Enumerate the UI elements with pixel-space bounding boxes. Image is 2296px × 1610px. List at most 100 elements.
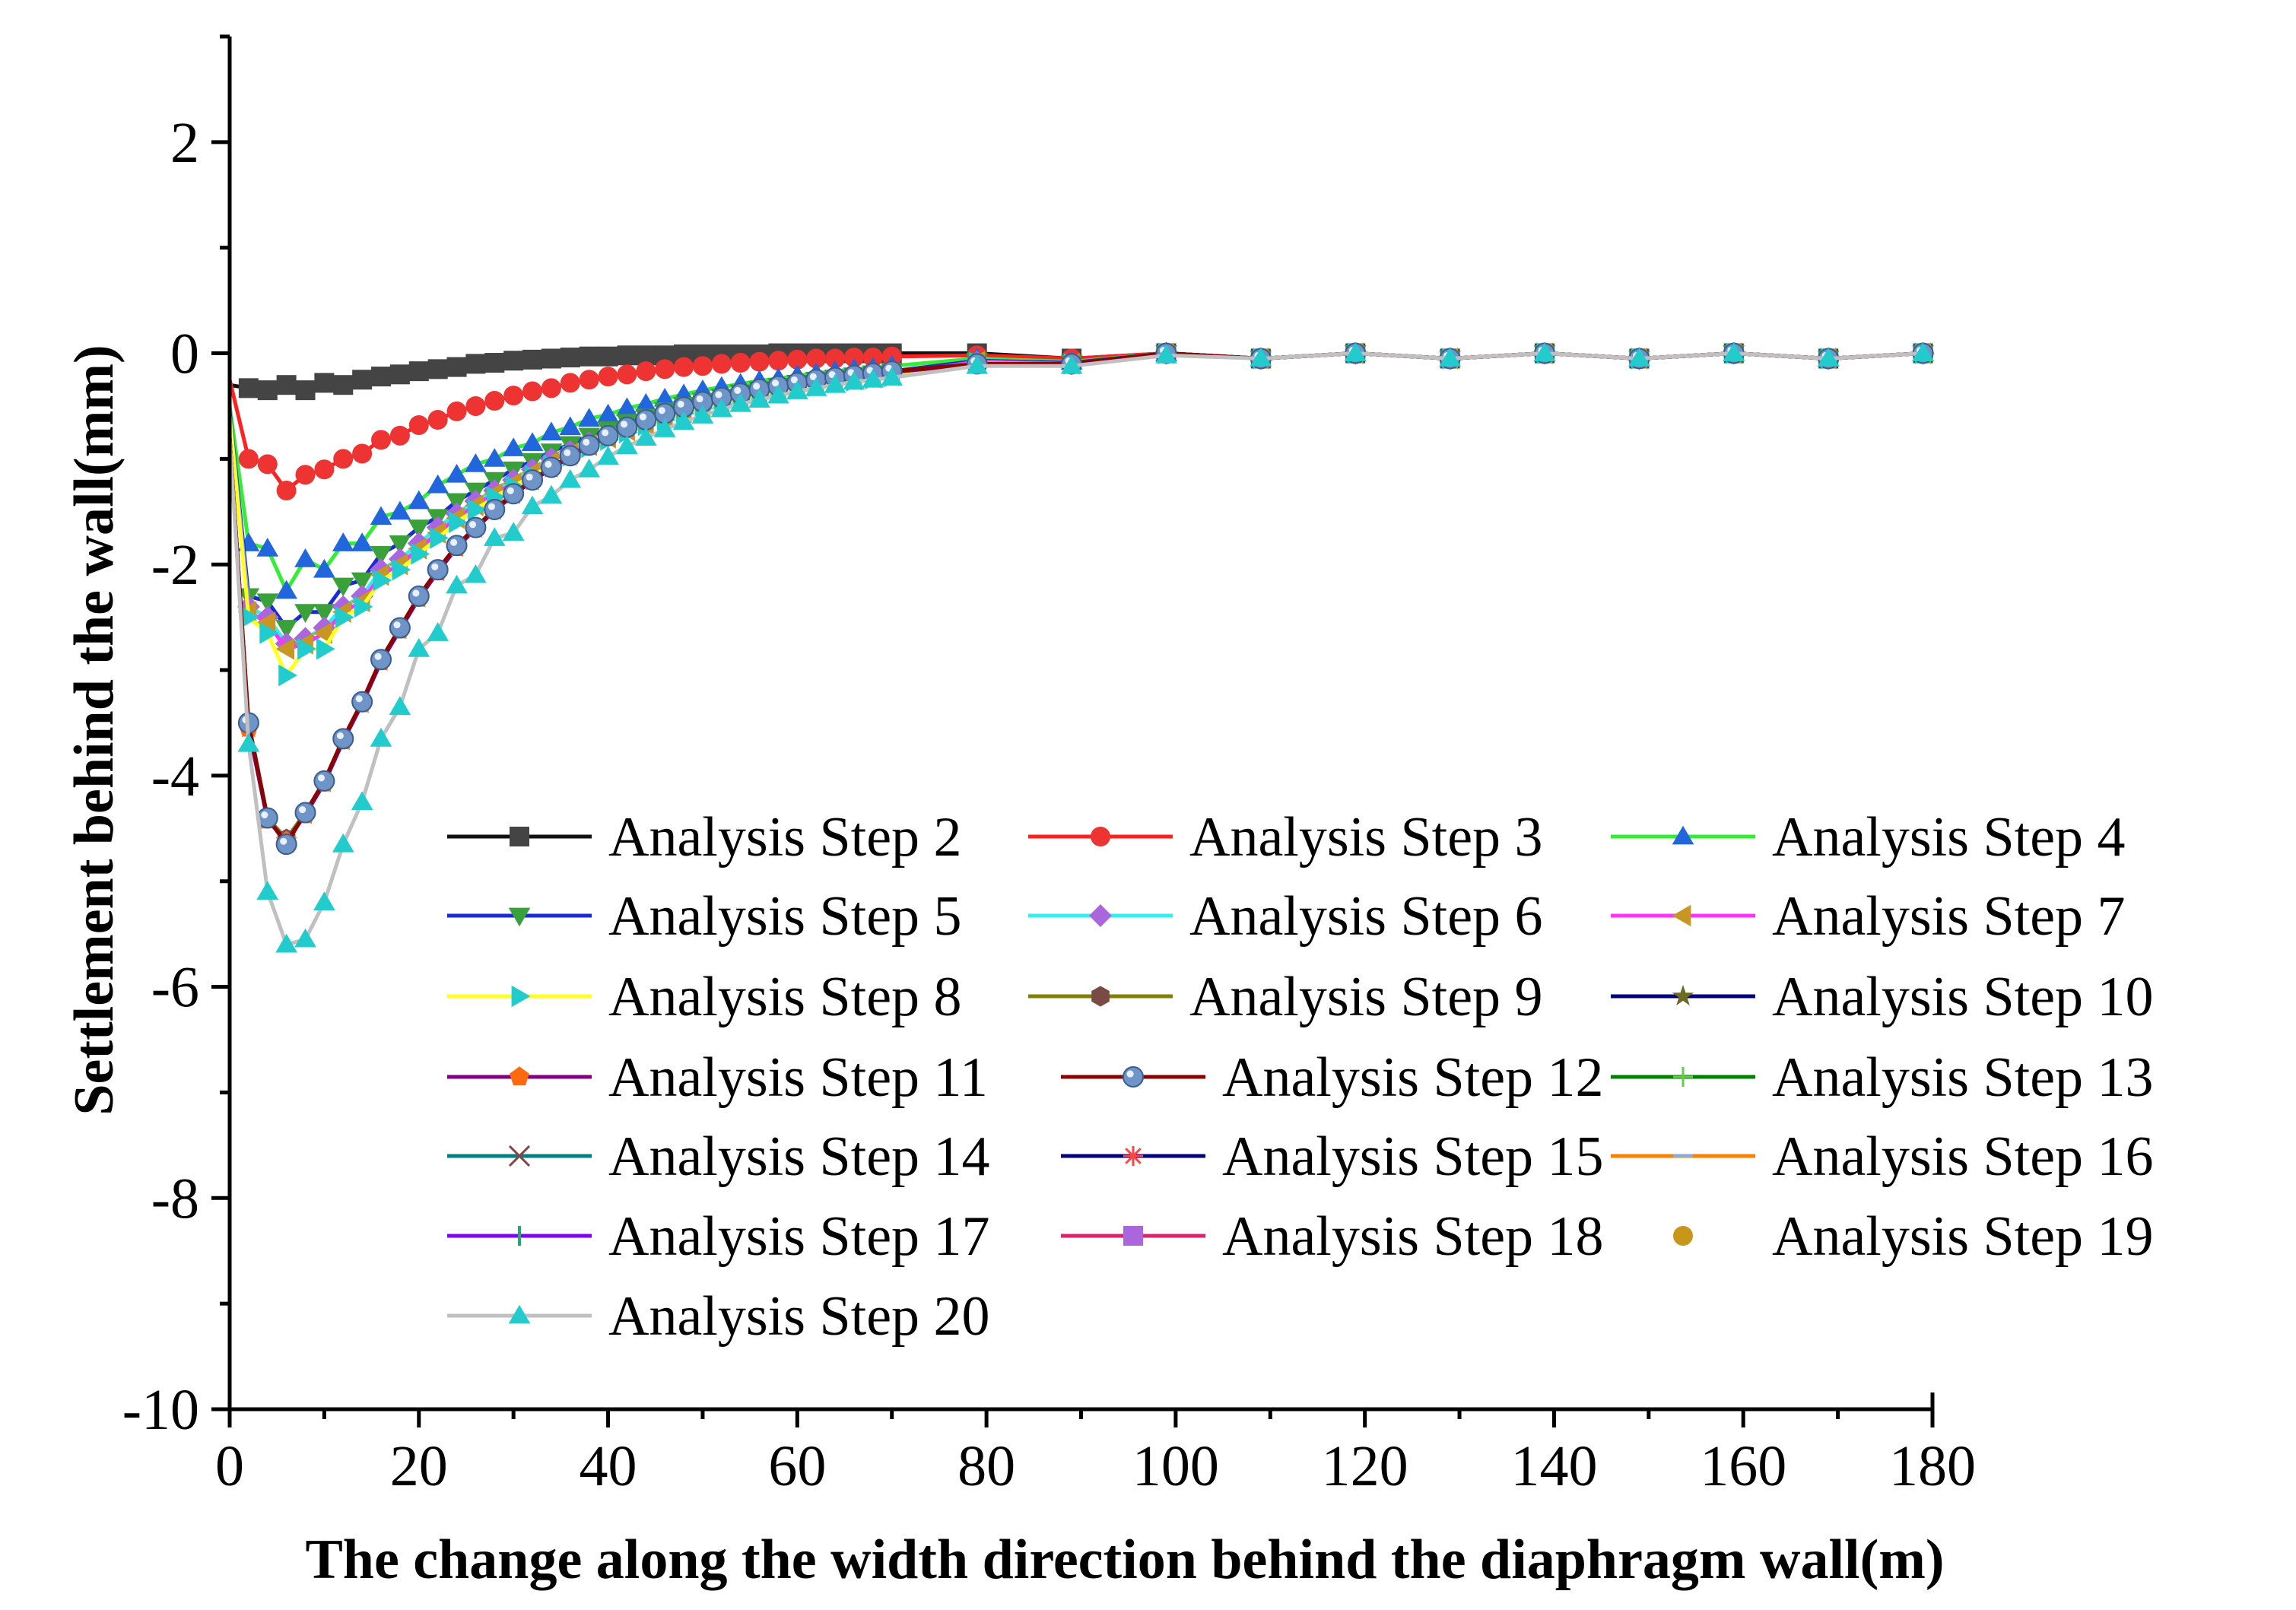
y-tick-label: 0 (170, 322, 199, 386)
legend-item: Analysis Step 10 (1611, 966, 2154, 1028)
data-point-highlight (487, 503, 495, 510)
data-point (1439, 348, 1461, 367)
legend-label: Analysis Step 18 (1222, 1205, 1604, 1268)
data-point (579, 346, 599, 367)
data-point (370, 545, 392, 565)
legend-item: Analysis Step 12 (1061, 1046, 1604, 1109)
legend-label: Analysis Step 16 (1772, 1126, 2154, 1188)
data-point (503, 351, 524, 371)
data-point (411, 543, 430, 565)
data-point (256, 538, 279, 557)
data-point (408, 585, 430, 607)
data-point (843, 348, 864, 368)
legend-marker (1673, 1226, 1693, 1246)
data-point (276, 375, 297, 395)
x-tick-label: 180 (1889, 1434, 1976, 1498)
data-point (881, 367, 903, 386)
data-point-highlight (734, 386, 742, 394)
data-point-highlight (772, 379, 780, 387)
data-point (786, 380, 808, 399)
x-tick-label: 20 (390, 1434, 448, 1498)
x-tick-label: 160 (1700, 1434, 1786, 1498)
series-line (227, 351, 1923, 843)
data-point (370, 728, 392, 747)
data-point (598, 367, 618, 387)
data-point (332, 833, 354, 853)
data-point (371, 430, 392, 450)
legend-item: Analysis Step 17 (447, 1205, 990, 1268)
data-point (352, 443, 373, 464)
data-point (392, 558, 411, 581)
legend-label: Analysis Step 6 (1189, 885, 1543, 948)
y-tick-label: -8 (151, 1167, 199, 1231)
legend-label: Analysis Step 14 (608, 1126, 990, 1188)
data-point (655, 359, 675, 379)
legend-item: Analysis Step 15 (1061, 1126, 1604, 1188)
data-point-highlight (299, 806, 306, 814)
data-point (351, 572, 373, 592)
data-point (257, 380, 278, 401)
data-point (1723, 342, 1745, 361)
legend-label: Analysis Step 17 (608, 1205, 990, 1268)
legend-item: Analysis Step 5 (447, 885, 962, 948)
data-point (408, 361, 429, 382)
data-point (238, 449, 259, 469)
data-point-highlight (658, 407, 665, 414)
legend-item: Analysis Step 14 (447, 1126, 990, 1188)
data-point (333, 449, 354, 469)
data-point (692, 356, 713, 376)
data-point (1533, 342, 1556, 361)
x-tick-label: 140 (1510, 1434, 1597, 1498)
data-point (275, 620, 297, 639)
data-point (862, 368, 884, 388)
legend-marker (510, 827, 529, 846)
legend-item: Analysis Step 6 (1028, 885, 1543, 948)
legend-label: Analysis Step 7 (1772, 885, 2126, 948)
data-point (446, 401, 467, 421)
legend-label: Analysis Step 2 (608, 806, 962, 869)
series-line (227, 351, 1923, 844)
data-point (389, 425, 410, 446)
data-point (597, 424, 619, 446)
data-point (389, 535, 411, 554)
y-axis-title: Settlement behind the wall(mm) (63, 345, 125, 1115)
data-point (540, 421, 563, 441)
data-point (522, 381, 543, 402)
data-point (768, 351, 789, 371)
legend-item: Analysis Step 13 (1611, 1046, 2154, 1109)
data-point-highlight (507, 487, 514, 494)
data-point (674, 357, 694, 377)
data-point-highlight (317, 774, 326, 782)
data-point (616, 397, 638, 417)
data-point (484, 499, 506, 521)
y-tick-label: -6 (151, 956, 199, 1020)
data-point (389, 617, 411, 639)
data-point (275, 834, 297, 856)
data-point (748, 389, 770, 408)
data-point (691, 405, 714, 424)
series-20 (227, 342, 1934, 953)
data-point (522, 349, 543, 370)
data-point (465, 564, 487, 583)
data-point (672, 411, 695, 430)
legend-item: Analysis Step 7 (1611, 885, 2126, 948)
legend-marker (1673, 1067, 1693, 1087)
data-point (503, 483, 525, 505)
x-tick-label: 0 (215, 1434, 244, 1498)
data-point (237, 732, 260, 752)
legend-marker (511, 985, 531, 1008)
data-point (483, 448, 506, 467)
data-point (541, 378, 561, 399)
data-point (635, 409, 657, 431)
data-point (560, 348, 580, 368)
series-4 (227, 342, 1934, 599)
data-point (522, 469, 544, 491)
data-point-highlight (620, 421, 628, 428)
legend-marker-highlight (1126, 1070, 1134, 1078)
data-point (749, 351, 770, 372)
data-point (1250, 348, 1272, 367)
legend-label: Analysis Step 3 (1189, 806, 1543, 869)
data-point-highlight (393, 621, 401, 629)
data-point (370, 649, 392, 671)
